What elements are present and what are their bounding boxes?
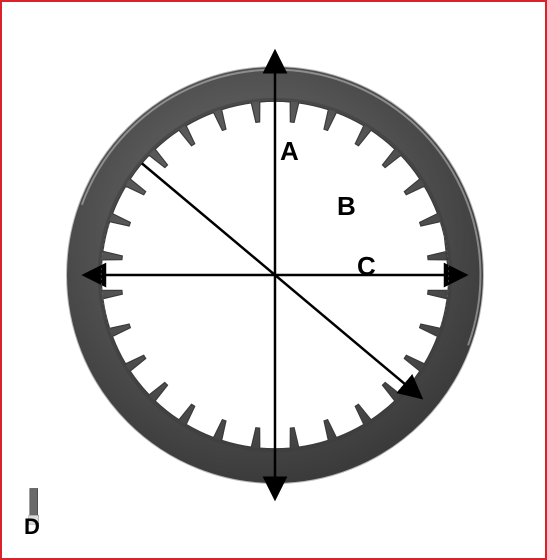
clutch-plate-diagram [2,2,545,558]
dimension-label-c: C [357,251,376,282]
dimension-label-a: A [280,136,299,167]
dimension-label-d: D [24,514,40,540]
dimension-label-b: B [337,191,356,222]
diagram-frame: A B C D [0,0,547,560]
